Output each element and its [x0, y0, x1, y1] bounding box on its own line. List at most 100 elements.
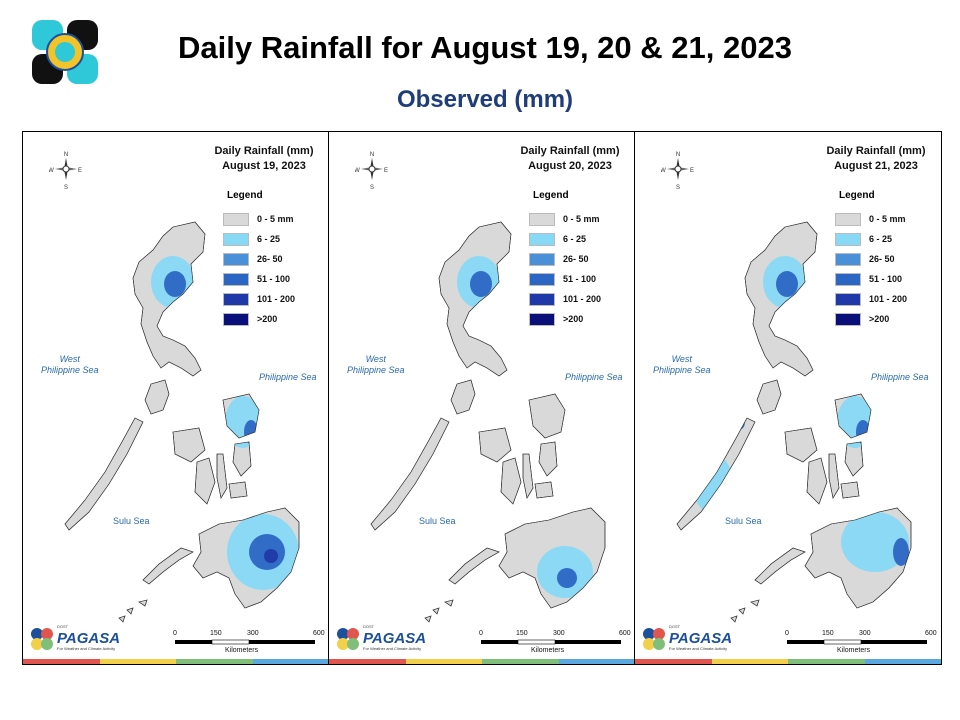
palawan-island: [64, 417, 144, 531]
legend-item: >200: [223, 309, 328, 329]
legend-swatch: [529, 212, 555, 226]
legend-swatch: [529, 272, 555, 286]
panel-title: Daily Rainfall (mm) August 21, 2023: [811, 144, 941, 174]
sea-label-line: Sulu Sea: [419, 516, 456, 526]
stripe-segment: [482, 659, 559, 664]
compass-label: S: [676, 185, 680, 190]
panel-title: Daily Rainfall (mm) August 19, 2023: [199, 144, 328, 174]
legend-item: 6 - 25: [223, 229, 328, 249]
rainfall-map: [676, 221, 912, 623]
legend-item: 0 - 5 mm: [835, 209, 940, 229]
compass-label: N: [64, 152, 68, 158]
rainfall-map: [64, 221, 300, 623]
panel-title-label: Daily Rainfall (mm): [826, 145, 926, 157]
west-philippine-sea-label: West Philippine Sea: [347, 354, 405, 376]
rainfall-area: [893, 538, 909, 566]
legend-title: Legend: [839, 190, 875, 201]
legend-item: 51 - 100: [835, 269, 940, 289]
scale-unit-label: Kilometers: [837, 647, 871, 654]
sea-label-line: Philippine Sea: [653, 365, 711, 375]
legend-label: 101 - 200: [563, 294, 602, 304]
pagasa-emblem-icon: [337, 628, 359, 650]
zamboanga-peninsula: [754, 547, 806, 585]
pagasa-wordmark: PAGASA: [669, 630, 733, 647]
legend: Legend 0 - 5 mm 6 - 25 26- 50 51 - 100 101 - …: [223, 190, 328, 329]
stripe-segment: [711, 659, 788, 664]
legend-item: 0 - 5 mm: [223, 209, 328, 229]
scale-tick-label: 300: [247, 630, 259, 637]
philippine-sea-label: Philippine Sea: [259, 372, 317, 383]
legend-label: 101 - 200: [869, 294, 908, 304]
rainfall-area: [164, 271, 186, 297]
west-philippine-sea-label: West Philippine Sea: [653, 354, 711, 376]
sulu-islands: [730, 599, 760, 623]
legend-item: 0 - 5 mm: [529, 209, 634, 229]
map-panels: N S W E Daily Rainfall (mm) August 19, 2023…: [22, 131, 942, 665]
scale-bar: 0 150 300 600 Kilometers: [785, 630, 937, 664]
panel-date: August 21, 2023: [834, 160, 918, 172]
page-subtitle: Observed (mm): [396, 86, 574, 113]
scale-bar: 0 150 300 600 Kilometers: [479, 630, 631, 664]
legend-item: 101 - 200: [835, 289, 940, 309]
sea-label-line: West: [671, 354, 692, 364]
samar-island: [528, 393, 566, 439]
sea-label-line: West: [59, 354, 80, 364]
legend-label: >200: [869, 314, 890, 324]
scale-tick-label: 0: [479, 630, 483, 637]
legend-item: 6 - 25: [529, 229, 634, 249]
map-panel-august-21: N S W E Daily Rainfall (mm) August 21, 2023…: [635, 132, 941, 664]
sulu-islands: [118, 599, 148, 623]
map-panel-august-19: N S W E Daily Rainfall (mm) August 19, 2023…: [23, 132, 329, 664]
rainfall-area: [244, 420, 258, 444]
compass-label: E: [690, 168, 694, 174]
sea-label-line: Philippine Sea: [347, 365, 405, 375]
legend-label: 26- 50: [257, 254, 283, 264]
stripe-segment: [558, 659, 634, 664]
pagasa-emblem-icon: [643, 628, 665, 650]
legend-title: Legend: [227, 190, 263, 201]
scale-tick-label: 600: [619, 630, 631, 637]
legend-label: 51 - 100: [257, 274, 291, 284]
philippine-sea-label: Philippine Sea: [871, 372, 929, 383]
rainfall-area: [225, 396, 261, 448]
bohol-island: [840, 481, 860, 499]
compass-label: E: [78, 168, 82, 174]
sulu-sea-label: Sulu Sea: [113, 516, 150, 527]
rainfall-area: [470, 271, 492, 297]
legend-label: >200: [563, 314, 584, 324]
legend-label: 51 - 100: [563, 274, 597, 284]
sea-label-line: Philippine Sea: [41, 365, 99, 375]
legend-label: 0 - 5 mm: [257, 214, 294, 224]
legend-swatch: [835, 312, 861, 326]
legend: Legend 0 - 5 mm 6 - 25 26- 50 51 - 100 101 - …: [835, 190, 940, 329]
legend-item: 51 - 100: [223, 269, 328, 289]
legend-label: 0 - 5 mm: [563, 214, 600, 224]
dost-prefix: DOST: [57, 624, 69, 629]
palawan-island: [370, 417, 450, 531]
legend-item: 26- 50: [223, 249, 328, 269]
scale-bar-graphic: [787, 639, 927, 645]
legend-item: 26- 50: [835, 249, 940, 269]
legend-label: 51 - 100: [869, 274, 903, 284]
legend-label: >200: [257, 314, 278, 324]
panel-title: Daily Rainfall (mm) August 20, 2023: [505, 144, 634, 174]
legend-swatch: [223, 212, 249, 226]
sea-label-line: Philippine Sea: [565, 372, 623, 382]
legend-swatch: [835, 272, 861, 286]
sea-label-line: Sulu Sea: [725, 516, 762, 526]
scale-unit-label: Kilometers: [225, 647, 259, 654]
legend-item: 101 - 200: [223, 289, 328, 309]
stripe-segment: [252, 659, 328, 664]
stripe-segment: [99, 659, 176, 664]
bohol-island: [534, 481, 554, 499]
legend-item: >200: [529, 309, 634, 329]
west-philippine-sea-label: West Philippine Sea: [41, 354, 99, 376]
legend-item: >200: [835, 309, 940, 329]
rainfall-area: [733, 414, 745, 430]
compass-label: N: [676, 152, 680, 158]
zamboanga-peninsula: [448, 547, 500, 585]
negros-island: [500, 457, 522, 505]
compass-label: S: [64, 185, 68, 190]
rainfall-area: [264, 549, 278, 563]
legend-swatch: [223, 272, 249, 286]
